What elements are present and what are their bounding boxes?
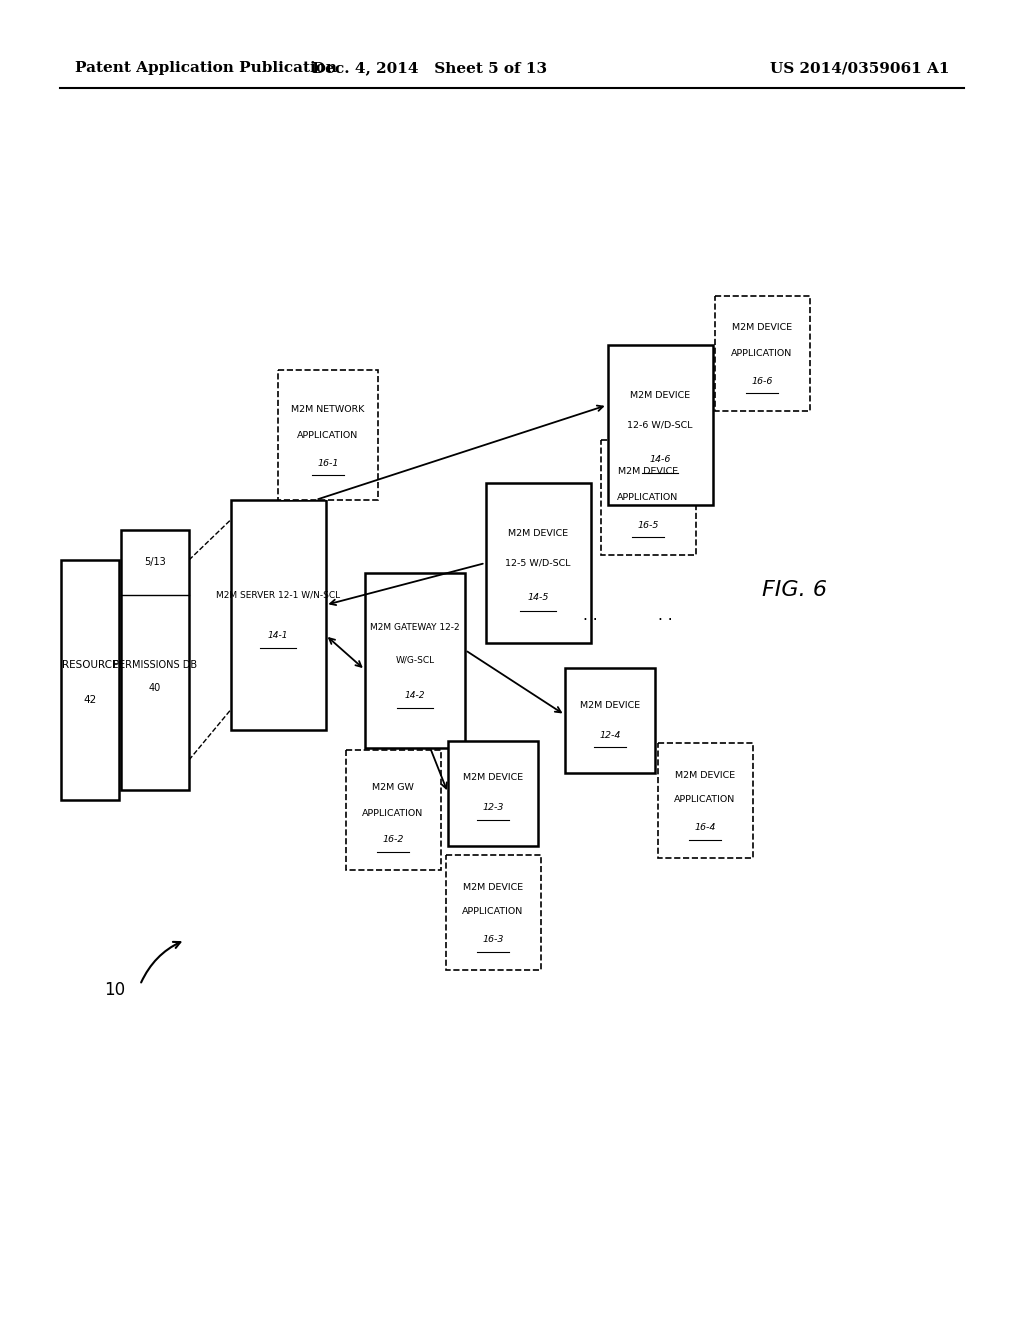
Text: M2M DEVICE: M2M DEVICE bbox=[463, 883, 523, 891]
Bar bbox=[230, 500, 326, 730]
Bar bbox=[445, 854, 541, 969]
Text: 16-1: 16-1 bbox=[317, 458, 339, 467]
Text: 40: 40 bbox=[148, 682, 161, 693]
Text: 16-2: 16-2 bbox=[382, 836, 403, 845]
Text: APPLICATION: APPLICATION bbox=[463, 908, 523, 916]
Text: Dec. 4, 2014   Sheet 5 of 13: Dec. 4, 2014 Sheet 5 of 13 bbox=[312, 61, 548, 75]
Text: PERMISSIONS DB: PERMISSIONS DB bbox=[113, 660, 197, 671]
Text: APPLICATION: APPLICATION bbox=[617, 492, 679, 502]
Text: W/G-SCL: W/G-SCL bbox=[395, 656, 434, 664]
Text: M2M DEVICE: M2M DEVICE bbox=[732, 323, 792, 333]
Text: 14-6: 14-6 bbox=[649, 455, 671, 465]
Bar bbox=[61, 560, 119, 800]
Text: 16-3: 16-3 bbox=[482, 936, 504, 945]
Text: . .: . . bbox=[583, 607, 597, 623]
Bar bbox=[607, 345, 713, 506]
Bar bbox=[278, 370, 378, 500]
Bar bbox=[565, 668, 655, 772]
Bar bbox=[121, 531, 189, 789]
Text: M2M DEVICE: M2M DEVICE bbox=[463, 774, 523, 783]
Text: APPLICATION: APPLICATION bbox=[362, 808, 424, 817]
Bar bbox=[485, 483, 591, 643]
Text: 10: 10 bbox=[104, 981, 126, 999]
Bar bbox=[600, 440, 695, 554]
Bar bbox=[345, 750, 440, 870]
Text: US 2014/0359061 A1: US 2014/0359061 A1 bbox=[770, 61, 950, 75]
Text: 42: 42 bbox=[83, 696, 96, 705]
Text: M2M DEVICE: M2M DEVICE bbox=[617, 467, 678, 477]
Text: Patent Application Publication: Patent Application Publication bbox=[75, 61, 337, 75]
Text: 12-6 W/D-SCL: 12-6 W/D-SCL bbox=[628, 421, 693, 429]
Bar bbox=[657, 742, 753, 858]
Text: 14-2: 14-2 bbox=[404, 690, 425, 700]
Bar bbox=[365, 573, 465, 747]
Text: FIG. 6: FIG. 6 bbox=[763, 579, 827, 601]
Text: M2M GATEWAY 12-2: M2M GATEWAY 12-2 bbox=[371, 623, 460, 632]
Text: 12-5 W/D-SCL: 12-5 W/D-SCL bbox=[505, 558, 570, 568]
Text: APPLICATION: APPLICATION bbox=[675, 796, 735, 804]
Text: M2M DEVICE: M2M DEVICE bbox=[630, 391, 690, 400]
Text: M2M DEVICE: M2M DEVICE bbox=[508, 528, 568, 537]
Text: M2M DEVICE: M2M DEVICE bbox=[580, 701, 640, 710]
Text: 12-3: 12-3 bbox=[482, 804, 504, 813]
Text: 16-4: 16-4 bbox=[694, 824, 716, 833]
Text: M2M DEVICE: M2M DEVICE bbox=[675, 771, 735, 780]
Bar bbox=[449, 741, 538, 846]
Text: . .: . . bbox=[657, 607, 673, 623]
Bar bbox=[715, 296, 810, 411]
Text: M2M SERVER 12-1 W/N-SCL: M2M SERVER 12-1 W/N-SCL bbox=[216, 590, 340, 599]
Text: APPLICATION: APPLICATION bbox=[297, 430, 358, 440]
Text: M2M GW: M2M GW bbox=[372, 783, 414, 792]
Text: 16-5: 16-5 bbox=[637, 520, 658, 529]
Text: APPLICATION: APPLICATION bbox=[731, 348, 793, 358]
Text: 14-5: 14-5 bbox=[527, 594, 549, 602]
Text: 14-1: 14-1 bbox=[267, 631, 288, 639]
Text: M2M NETWORK: M2M NETWORK bbox=[291, 405, 365, 414]
Text: RESOURCE: RESOURCE bbox=[61, 660, 118, 671]
Text: 12-4: 12-4 bbox=[599, 730, 621, 739]
Text: 5/13: 5/13 bbox=[144, 557, 166, 568]
Text: 16-6: 16-6 bbox=[752, 376, 773, 385]
